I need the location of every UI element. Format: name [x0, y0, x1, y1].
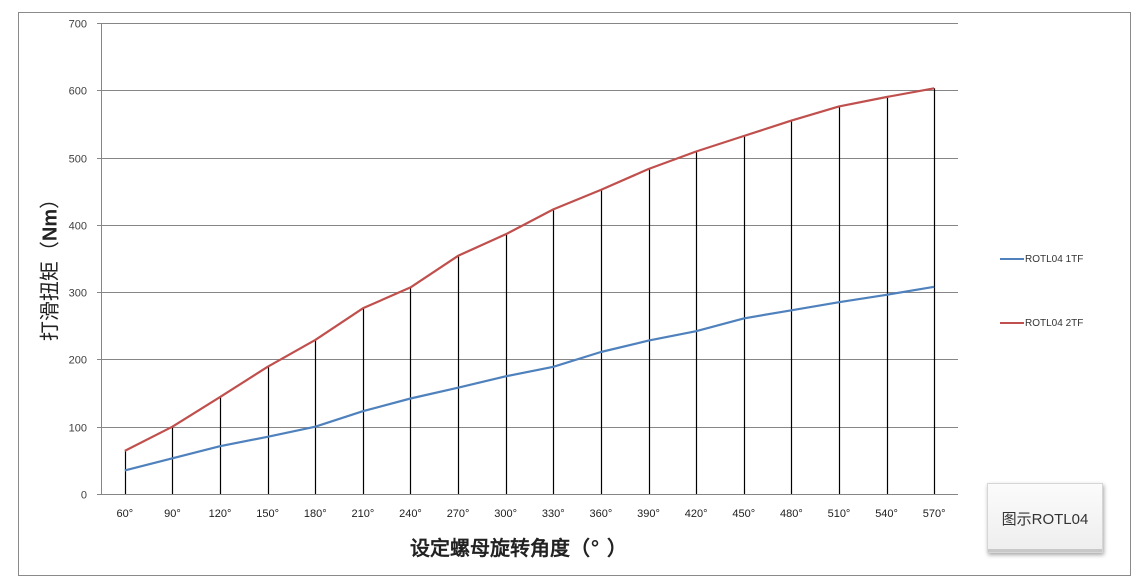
y-axis-title: 打滑扭矩（Nm）	[34, 189, 63, 341]
x-tick-label: 210°	[351, 508, 374, 520]
y-tick-label: 500	[69, 154, 87, 166]
y-tick-label: 600	[69, 86, 87, 98]
y-tick-label: 300	[69, 288, 87, 300]
x-tick-label: 270°	[447, 508, 470, 520]
x-tick-label: 150°	[256, 508, 279, 520]
x-tick-label: 570°	[923, 508, 946, 520]
legend-label: ROTL04 2TF	[1025, 317, 1084, 329]
y-tick-label: 400	[69, 221, 87, 233]
x-tick-label: 330°	[542, 508, 565, 520]
drop-lines	[124, 88, 936, 494]
y-axis-title-text: 打滑扭矩（	[37, 241, 62, 342]
y-tick-label: 200	[69, 355, 87, 367]
caption-button[interactable]: 图示ROTL04	[987, 483, 1103, 553]
legend-item-2tf: ROTL04 2TF	[1000, 316, 1083, 330]
gridlines	[97, 23, 958, 495]
caption-button-label: 图示ROTL04	[1001, 510, 1089, 528]
y-tick-label: 700	[69, 19, 87, 31]
legend-label: ROTL04 1TF	[1025, 253, 1084, 265]
series-line	[124, 285, 935, 472]
y-axis-unit: Nm	[39, 208, 62, 242]
x-axis-title: 设定螺母旋转角度（° ）	[410, 536, 627, 560]
y-axis-title-close: ）	[37, 188, 62, 209]
chart-frame	[18, 12, 1131, 576]
series-lines	[124, 87, 935, 472]
legend-line-icon	[1000, 258, 1024, 260]
x-tick-label: 180°	[304, 508, 327, 520]
y-tick-label: 0	[81, 490, 87, 502]
x-tick-label: 60°	[116, 508, 133, 520]
x-tick-label: 90°	[164, 508, 181, 520]
y-tick-label: 100	[69, 423, 87, 435]
legend-item-1tf: ROTL04 1TF	[1000, 252, 1083, 266]
x-tick-label: 360°	[590, 508, 613, 520]
x-axis-ticks: 60° 90° 120° 150° 180° 210° 240° 270° 300° 330° 36…	[116, 508, 945, 520]
x-tick-label: 390°	[637, 508, 660, 520]
legend-line-icon	[1000, 322, 1024, 324]
x-tick-label: 240°	[399, 508, 422, 520]
y-axis-ticks: 0 100 200 300 400 500 600 700	[69, 19, 87, 502]
x-tick-label: 120°	[209, 508, 232, 520]
x-tick-label: 480°	[780, 508, 803, 520]
x-tick-label: 510°	[828, 508, 851, 520]
x-tick-label: 420°	[685, 508, 708, 520]
x-tick-label: 540°	[875, 508, 898, 520]
x-tick-label: 450°	[732, 508, 755, 520]
series-line	[124, 87, 935, 452]
x-tick-label: 300°	[494, 508, 517, 520]
